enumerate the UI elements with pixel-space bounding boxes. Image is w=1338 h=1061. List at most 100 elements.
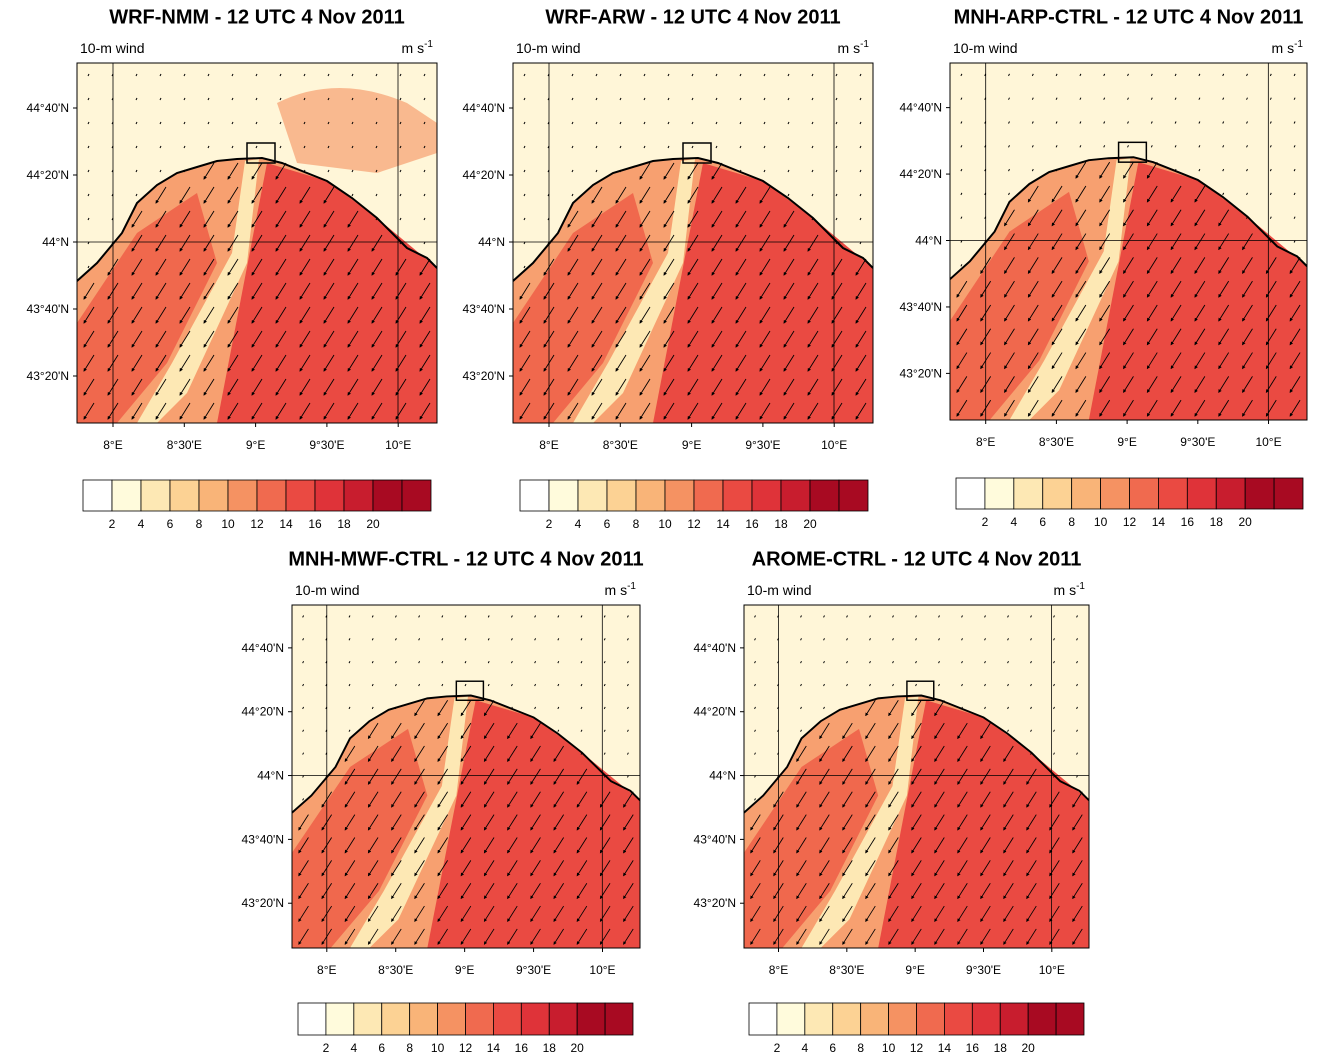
wind-arrow [1123,233,1134,251]
wind-arrow [1008,97,1010,100]
wind-arrow [543,282,555,300]
wind-arrow [938,683,940,687]
wind-arrow [1222,145,1225,148]
wind-arrow [251,306,263,324]
wind-arrow [687,330,699,348]
wind-arrow [557,661,560,664]
colorbar-box [297,1002,327,1036]
wind-arrow [750,905,761,923]
wind-arrow [1099,233,1111,251]
wind-arrow [87,73,90,77]
wind-arrow [399,241,402,245]
colorbar-box [809,479,840,512]
wind-arrow [984,638,986,641]
wind-arrow [831,330,843,348]
wind-arrow [344,860,356,877]
wind-arrow [418,683,421,687]
wind-arrow [980,928,991,945]
wind-arrow [227,162,239,180]
wind-arrow [87,265,90,269]
wind-arrow [460,928,472,945]
wind-arrow [1007,706,1009,710]
wind-arrow [1053,661,1055,664]
wind-arrow [1007,661,1009,664]
wind-arrow [299,330,311,348]
wind-arrow [595,169,598,173]
wind-arrow [960,73,963,77]
wind-arrow [759,210,771,228]
wind-arrow [227,258,239,276]
wind-arrow [399,169,402,173]
wind-arrow [107,258,119,276]
wind-arrow [787,73,790,77]
wind-arrow [639,306,651,324]
colorbar-box [1013,477,1044,510]
lon-label: 8°30'E [1039,435,1074,449]
wind-arrow [759,186,771,204]
wind-arrow [711,330,723,348]
wind-arrow [1051,233,1063,251]
wind-arrow [395,330,407,348]
wind-arrow [759,234,771,252]
wind-arrow [371,706,374,710]
wind-arrow [750,882,761,900]
wind-arrow [1072,928,1083,945]
wind-arrow [957,860,968,877]
wind-arrow [327,97,330,101]
panel-title: AROME-CTRL - 12 UTC 4 Nov 2011 [752,548,1082,570]
unit-label: m s-1 [1054,581,1086,598]
wind-arrow [275,378,287,396]
wind-arrow [754,798,756,801]
wind-arrow [423,73,426,77]
wind-arrow [441,638,444,641]
wind-arrow [823,615,825,618]
wind-arrow [135,145,138,149]
wind-arrow [980,791,991,808]
wind-arrow [1198,73,1201,77]
wind-arrow [523,73,526,77]
wind-arrow [1008,73,1010,77]
wind-arrow [251,234,263,252]
wind-arrow [1170,233,1182,251]
wind-arrow [627,729,629,732]
wind-arrow [1269,73,1272,77]
wind-arrow [107,306,119,324]
lon-label: 9°E [905,963,924,977]
wind-arrow [1265,304,1277,322]
wind-arrow [800,729,802,732]
wind-arrow [1242,376,1253,393]
wind-arrow [580,683,583,687]
colorbar-label: 8 [406,1041,413,1055]
wind-arrow [414,837,425,854]
wind-arrow [960,168,963,172]
wind-arrow [869,638,871,641]
wind-arrow [938,638,940,641]
wind-arrow [325,683,328,687]
wind-arrow [275,210,287,228]
colorbar-box [314,479,345,512]
unit-exponent: -1 [1294,39,1303,50]
wind-arrow [619,145,622,149]
wind-arrow [375,193,378,197]
colorbar-label: 4 [1010,515,1017,529]
wind-arrow [1170,376,1182,393]
wind-arrow [1026,837,1037,854]
wind-arrow [796,905,807,923]
wind-arrow [371,615,374,618]
wind-arrow [663,234,675,252]
colorbar-label: 18 [337,517,351,531]
wind-arrow [553,860,565,877]
wind-arrow [1072,814,1083,831]
map-frame [291,604,641,949]
wind-arrow [251,378,263,396]
wind-arrow [957,837,968,854]
wind-arrow [530,814,541,831]
wind-arrow [754,638,756,641]
wind-arrow [179,186,191,204]
wind-arrow [1265,399,1277,417]
wind-arrow [859,217,862,221]
wind-arrow [754,752,756,755]
wind-arrow [580,706,583,710]
wind-arrow [1123,161,1134,179]
wind-arrow [1170,280,1182,298]
